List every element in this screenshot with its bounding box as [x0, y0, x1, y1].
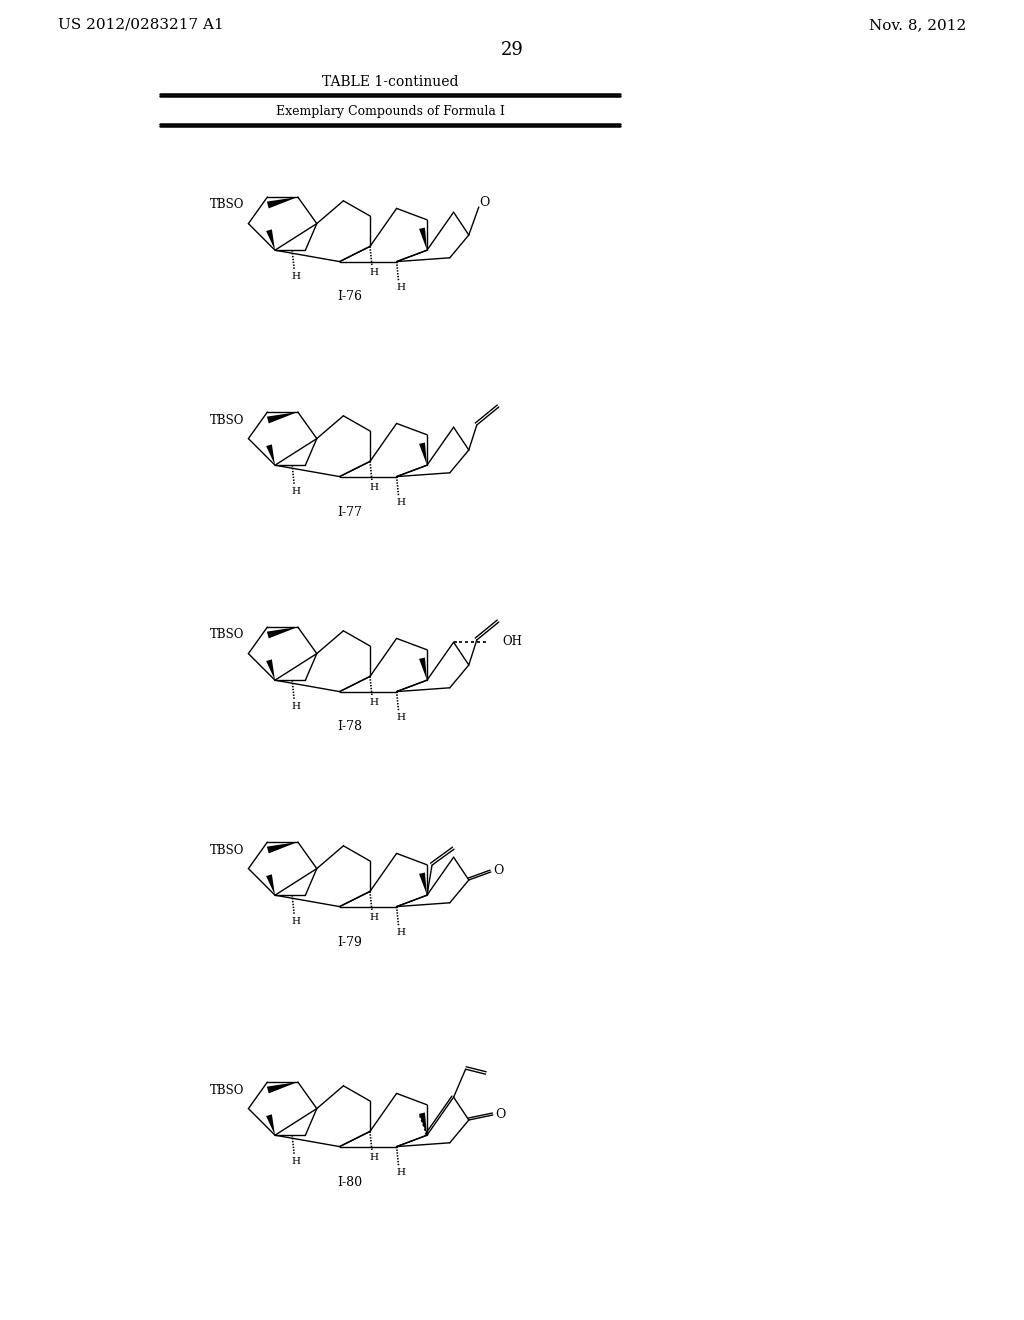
Polygon shape [267, 842, 298, 854]
Polygon shape [267, 627, 298, 639]
Text: O: O [479, 195, 490, 209]
Text: H: H [292, 702, 301, 710]
Polygon shape [266, 1114, 275, 1135]
Text: I-79: I-79 [338, 936, 362, 949]
Polygon shape [419, 873, 427, 895]
Text: TBSO: TBSO [210, 628, 244, 642]
Text: H: H [396, 713, 406, 722]
Polygon shape [266, 445, 275, 465]
Polygon shape [267, 197, 298, 209]
Text: H: H [292, 916, 301, 925]
Text: TABLE 1-continued: TABLE 1-continued [322, 75, 459, 88]
Text: 29: 29 [501, 41, 523, 59]
Text: Nov. 8, 2012: Nov. 8, 2012 [868, 18, 966, 32]
Polygon shape [267, 412, 298, 424]
Text: H: H [396, 1168, 406, 1177]
Text: TBSO: TBSO [210, 198, 244, 211]
Polygon shape [267, 1082, 298, 1093]
Text: OH: OH [503, 635, 522, 648]
Text: I-77: I-77 [338, 506, 362, 519]
Text: H: H [292, 272, 301, 281]
Polygon shape [419, 442, 427, 465]
Text: H: H [292, 1156, 301, 1166]
Text: I-80: I-80 [338, 1176, 362, 1188]
Text: H: H [370, 913, 379, 921]
Text: O: O [496, 1109, 506, 1122]
Polygon shape [419, 657, 427, 680]
Text: TBSO: TBSO [210, 843, 244, 857]
Polygon shape [419, 1113, 427, 1135]
Polygon shape [266, 659, 275, 680]
Text: TBSO: TBSO [210, 1084, 244, 1097]
Text: O: O [494, 865, 504, 878]
Text: H: H [396, 928, 406, 937]
Text: H: H [396, 282, 406, 292]
Text: TBSO: TBSO [210, 413, 244, 426]
Text: H: H [292, 487, 301, 496]
Text: I-76: I-76 [338, 290, 362, 304]
Text: H: H [370, 268, 379, 277]
Text: US 2012/0283217 A1: US 2012/0283217 A1 [58, 18, 224, 32]
Polygon shape [419, 227, 427, 251]
Text: H: H [396, 498, 406, 507]
Text: H: H [370, 1152, 379, 1162]
Text: Exemplary Compounds of Formula I: Exemplary Compounds of Formula I [275, 106, 505, 119]
Text: H: H [370, 483, 379, 492]
Polygon shape [266, 230, 275, 251]
Text: H: H [370, 698, 379, 708]
Text: I-78: I-78 [338, 721, 362, 734]
Polygon shape [266, 874, 275, 895]
